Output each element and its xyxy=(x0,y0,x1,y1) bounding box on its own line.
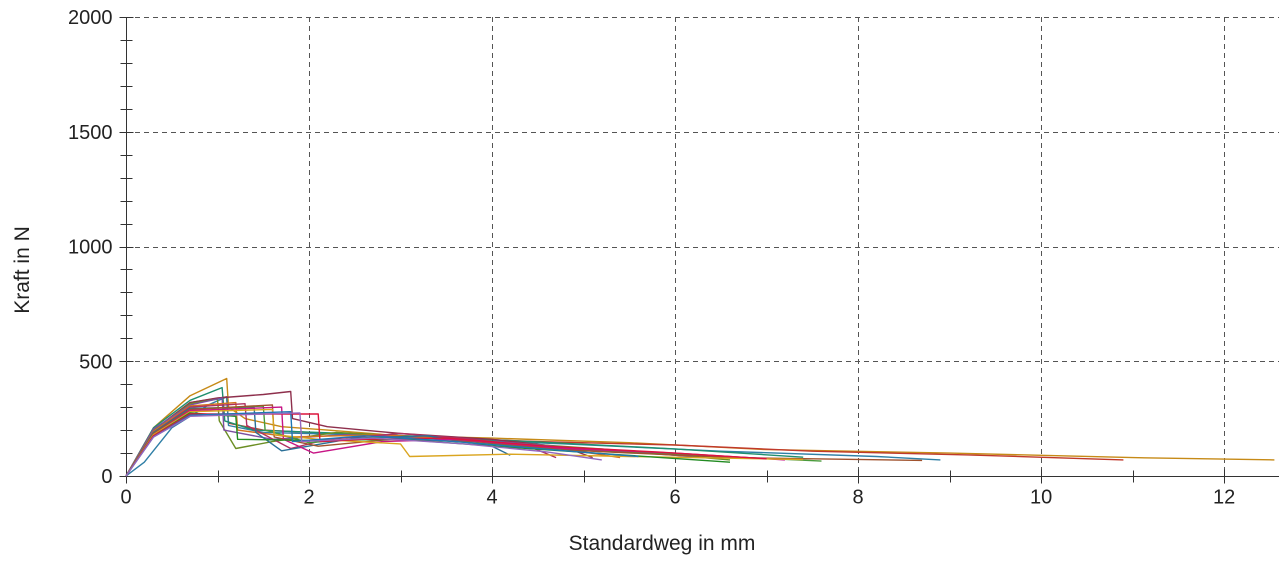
series-line-12 xyxy=(125,404,923,477)
x-tick-label: 0 xyxy=(120,487,131,509)
grid-lines xyxy=(126,17,1279,476)
series-line-5 xyxy=(125,390,593,477)
x-tick-label: 8 xyxy=(853,487,864,509)
series-line-18 xyxy=(125,412,602,477)
x-tick-label: 4 xyxy=(486,487,497,509)
minor-ticks xyxy=(119,17,1225,484)
series-line-16 xyxy=(125,413,767,477)
y-tick-label: 0 xyxy=(101,466,112,488)
y-tick-label: 1000 xyxy=(68,237,113,259)
y-tick-label: 2000 xyxy=(68,7,113,29)
x-tick-label: 10 xyxy=(1030,487,1052,509)
x-tick-label: 12 xyxy=(1213,487,1235,509)
y-tick-label: 1500 xyxy=(68,122,113,144)
x-tick-label: 6 xyxy=(669,487,680,509)
tick-labels: 0 2 4 6 8 10 12 0 500 1000 1500 2000 xyxy=(68,7,1235,509)
series-line-1 xyxy=(125,377,1275,477)
data-series xyxy=(125,377,1275,477)
y-tick-label: 500 xyxy=(79,351,112,373)
x-axis-label: Standardweg in mm xyxy=(569,532,756,555)
axes xyxy=(126,17,1279,477)
series-line-2 xyxy=(125,396,1124,477)
x-tick-label: 2 xyxy=(303,487,314,509)
y-axis-label: Kraft in N xyxy=(11,226,34,314)
